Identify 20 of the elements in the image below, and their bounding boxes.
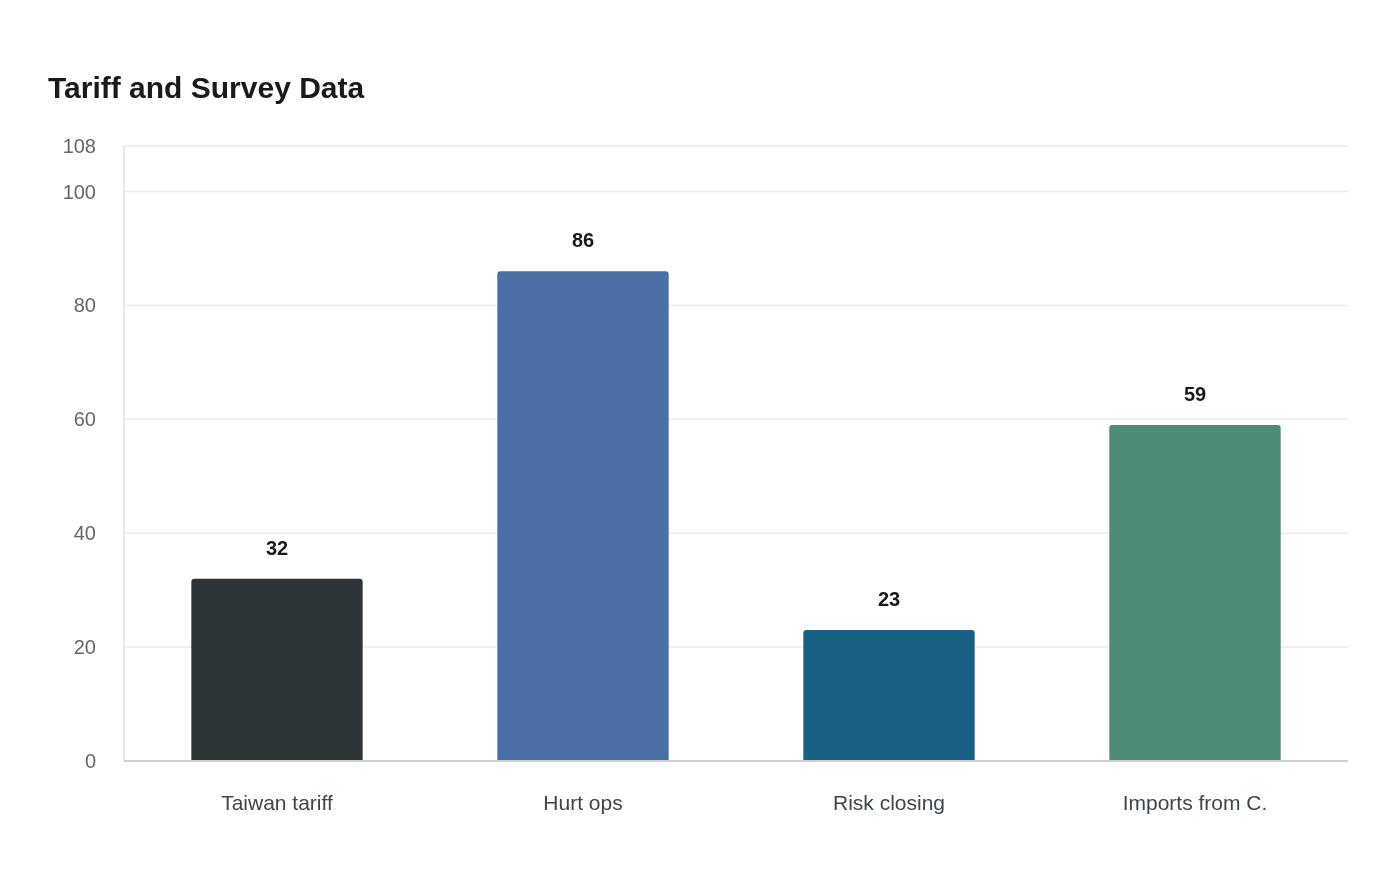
chart-title: Tariff and Survey Data (48, 71, 365, 104)
bar (191, 578, 363, 761)
data-label: 59 (1183, 383, 1207, 406)
bar (803, 630, 975, 761)
data-label: 32 (265, 536, 289, 559)
y-tick-label: 20 (73, 636, 96, 659)
y-tick-label: 100 (62, 180, 96, 203)
y-tick-label: 108 (62, 135, 96, 157)
y-tick-label: 60 (73, 408, 96, 431)
x-tick-label: Hurt ops (543, 791, 623, 814)
x-tick-label: Taiwan tariff (221, 791, 333, 814)
bar (1109, 425, 1281, 761)
x-tick-label: Imports from C. (1122, 791, 1268, 814)
x-tick-label: Risk closing (832, 791, 946, 814)
y-tick-label: 80 (73, 294, 96, 317)
y-tick-label: 0 (84, 750, 96, 772)
bar (497, 271, 669, 761)
data-label: 23 (877, 588, 901, 611)
data-label: 86 (571, 229, 595, 252)
y-tick-label: 40 (73, 522, 96, 545)
